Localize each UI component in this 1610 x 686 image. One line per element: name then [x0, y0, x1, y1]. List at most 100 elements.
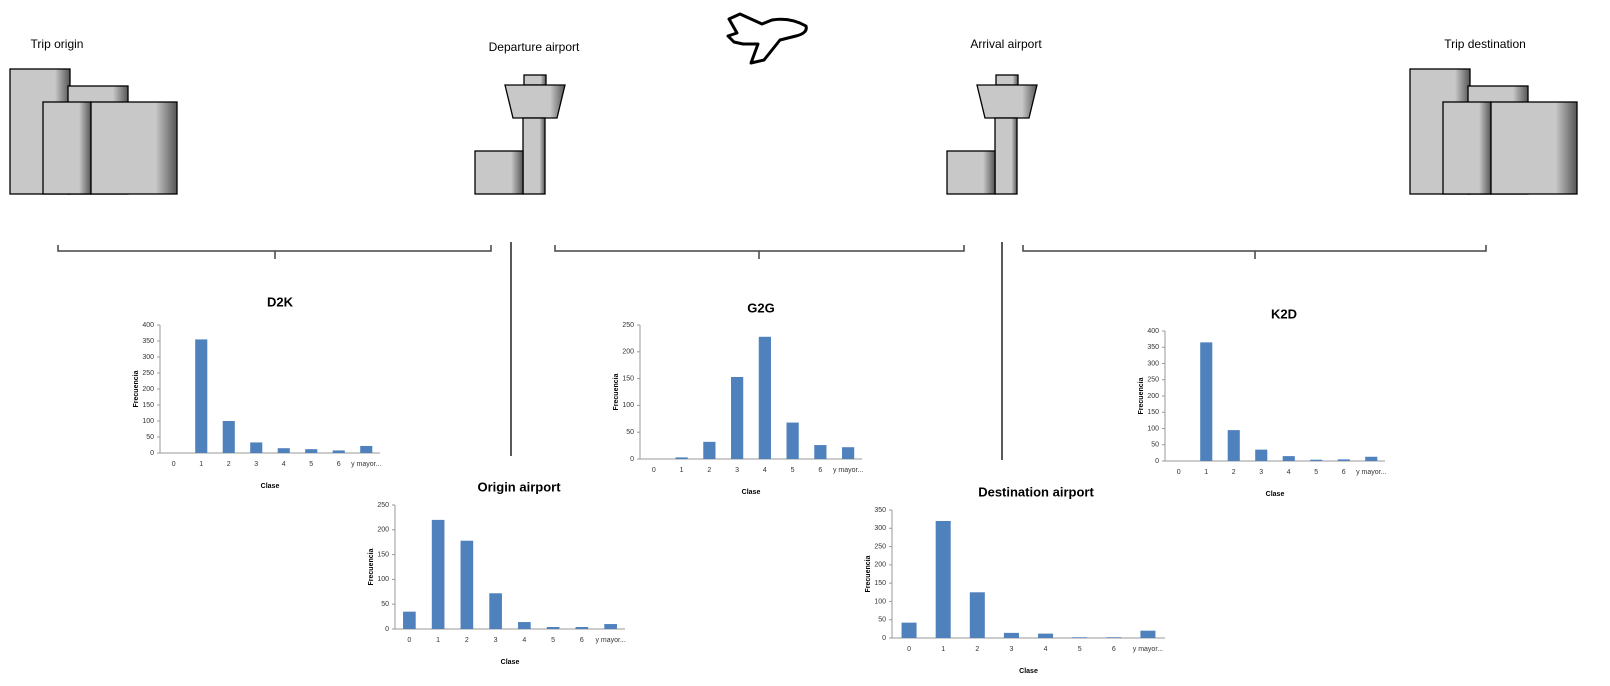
- y-tick-label: 50: [878, 617, 886, 624]
- diagram: Trip origin Departure airport Arrival ai…: [0, 0, 1610, 686]
- y-tick-label: 250: [377, 502, 389, 509]
- arrival-tower: [947, 75, 1037, 194]
- y-tick-label: 100: [377, 576, 389, 583]
- y-tick-label: 200: [1147, 393, 1159, 400]
- y-tick-label: 0: [150, 450, 154, 457]
- bar: [787, 423, 799, 459]
- bar: [1072, 637, 1087, 638]
- node-label: Departure airport: [489, 40, 580, 54]
- bar: [676, 457, 688, 459]
- x-tick-label: 2: [975, 646, 979, 653]
- y-tick-label: 250: [142, 370, 154, 377]
- x-tick-label: 5: [1078, 646, 1082, 653]
- bar: [759, 337, 771, 459]
- x-tick-label: 3: [254, 461, 258, 468]
- bar: [1228, 430, 1240, 461]
- y-tick-label: 250: [1147, 377, 1159, 384]
- x-tick-label: 5: [791, 467, 795, 474]
- node-label: Arrival airport: [970, 37, 1042, 51]
- y-axis-label: Frecuencia: [368, 548, 375, 585]
- bar: [360, 446, 372, 453]
- chart-title: Destination airport: [978, 484, 1094, 499]
- y-tick-label: 150: [622, 375, 634, 382]
- x-tick-label: 6: [1112, 646, 1116, 653]
- bar: [1004, 633, 1019, 638]
- y-tick-label: 200: [622, 349, 634, 356]
- y-axis-label: Frecuencia: [865, 555, 872, 592]
- y-tick-label: 300: [1147, 360, 1159, 367]
- node-label: Trip origin: [31, 37, 84, 51]
- x-axis-label: Clase: [261, 483, 280, 490]
- y-tick-label: 400: [1147, 328, 1159, 335]
- y-tick-label: 50: [626, 429, 634, 436]
- bar: [489, 593, 502, 629]
- x-tick-label: y mayor...: [1133, 646, 1163, 653]
- brackets: [58, 242, 1486, 460]
- x-axis-label: Clase: [501, 659, 520, 666]
- y-tick-label: 0: [385, 626, 389, 633]
- x-tick-label: 5: [1314, 469, 1318, 476]
- x-tick-label: 1: [1204, 469, 1208, 476]
- x-tick-label: 3: [1009, 646, 1013, 653]
- x-tick-label: y mayor...: [595, 637, 625, 644]
- bar: [195, 339, 207, 453]
- bar: [250, 442, 262, 453]
- bar: [604, 624, 617, 629]
- bar: [461, 541, 474, 629]
- x-tick-label: y mayor...: [351, 461, 381, 468]
- y-tick-label: 300: [874, 525, 886, 532]
- y-tick-label: 350: [874, 507, 886, 514]
- x-tick-label: 6: [1342, 469, 1346, 476]
- y-tick-label: 50: [381, 601, 389, 608]
- bar: [1338, 459, 1350, 461]
- bar: [731, 377, 743, 459]
- x-tick-label: 4: [282, 461, 286, 468]
- x-tick-label: 4: [1044, 646, 1048, 653]
- bar: [842, 447, 854, 459]
- y-tick-label: 200: [874, 562, 886, 569]
- x-tick-label: 0: [907, 646, 911, 653]
- chart-title: D2K: [267, 294, 294, 309]
- x-tick-label: 4: [1287, 469, 1291, 476]
- bar: [1283, 456, 1295, 461]
- x-tick-label: 2: [465, 637, 469, 644]
- y-tick-label: 250: [622, 322, 634, 329]
- bar: [1106, 637, 1121, 638]
- bar: [1310, 460, 1322, 461]
- y-tick-label: 300: [142, 354, 154, 361]
- bar: [1140, 631, 1155, 638]
- y-tick-label: 200: [142, 386, 154, 393]
- chart-title: G2G: [747, 300, 774, 315]
- x-tick-label: 0: [407, 637, 411, 644]
- y-tick-label: 350: [142, 338, 154, 345]
- chart-title: Origin airport: [477, 479, 561, 494]
- bar: [1255, 450, 1267, 461]
- origin-building: [10, 69, 177, 194]
- x-tick-label: 0: [172, 461, 176, 468]
- x-tick-label: 6: [337, 461, 341, 468]
- y-tick-label: 100: [874, 598, 886, 605]
- y-tick-label: 50: [1151, 442, 1159, 449]
- x-tick-label: 3: [1259, 469, 1263, 476]
- bar: [1038, 634, 1053, 638]
- y-tick-label: 250: [874, 543, 886, 550]
- x-tick-label: 5: [309, 461, 313, 468]
- bar: [576, 627, 589, 629]
- bar: [1365, 457, 1377, 461]
- y-tick-label: 50: [146, 434, 154, 441]
- airplane-icon: [728, 14, 806, 63]
- x-tick-label: 3: [494, 637, 498, 644]
- bar: [902, 623, 917, 638]
- bar: [814, 445, 826, 459]
- y-tick-label: 100: [142, 418, 154, 425]
- x-tick-label: y mayor...: [833, 467, 863, 474]
- x-axis-label: Clase: [1266, 491, 1285, 498]
- x-tick-label: 6: [818, 467, 822, 474]
- bar: [936, 521, 951, 638]
- x-axis-label: Clase: [1019, 668, 1038, 675]
- x-tick-label: 0: [1177, 469, 1181, 476]
- departure-tower: [475, 75, 565, 194]
- destination-building: [1410, 69, 1577, 194]
- x-tick-label: 5: [551, 637, 555, 644]
- x-tick-label: 2: [1232, 469, 1236, 476]
